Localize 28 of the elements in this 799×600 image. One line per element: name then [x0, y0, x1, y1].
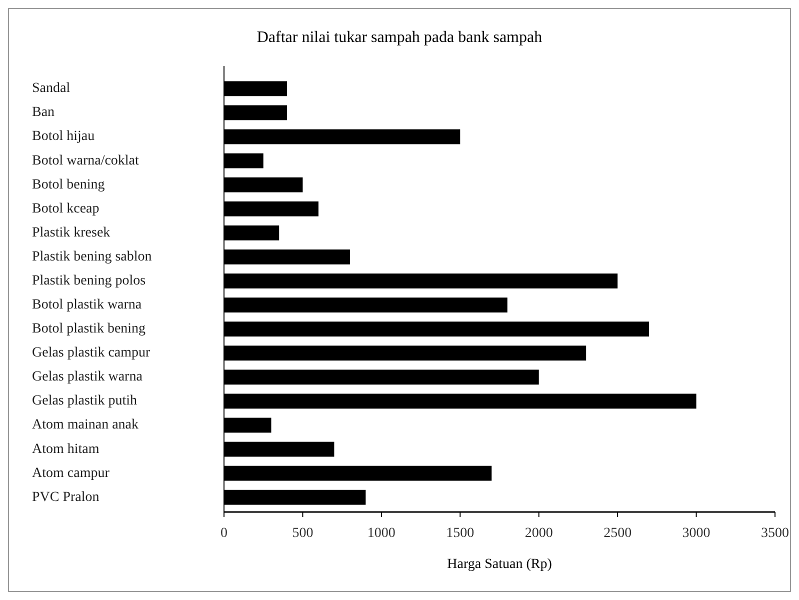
y-tick-label: Atom campur: [32, 466, 110, 481]
x-tick-label: 0: [220, 526, 228, 541]
chart-title: Daftar nilai tukar sampah pada bank sampah: [256, 29, 542, 46]
x-tick-label: 3500: [761, 526, 789, 541]
x-axis-title: Harga Satuan (Rp): [447, 557, 552, 572]
y-tick-label: Atom mainan anak: [32, 418, 139, 433]
y-tick-label: Atom hitam: [32, 442, 100, 457]
y-tick-label: Gelas plastik campur: [32, 346, 151, 361]
y-tick-label: Botol kceap: [32, 201, 100, 216]
y-tick-label: PVC Pralon: [32, 490, 100, 505]
y-tick-label: Botol warna/coklat: [32, 153, 140, 168]
x-tick-label: 1500: [446, 526, 474, 541]
x-tick-label: 500: [292, 526, 314, 541]
x-tick-label: 2500: [604, 526, 632, 541]
x-tick-label: 2000: [524, 526, 553, 541]
y-tick-label: Ban: [32, 105, 55, 120]
y-tick-label: Plastik kresek: [32, 225, 110, 240]
y-tick-label: Sandal: [32, 81, 70, 96]
y-tick-label: Botol hijau: [32, 129, 95, 144]
y-tick-label: Gelas plastik putih: [32, 394, 137, 409]
y-tick-label: Plastik bening polos: [32, 273, 146, 288]
x-tick-label: 3000: [682, 526, 710, 541]
x-tick-label: 1000: [367, 526, 396, 541]
y-tick-label: Plastik bening sablon: [32, 249, 152, 264]
y-tick-label: Botol plastik bening: [32, 322, 146, 337]
y-tick-label: Botol plastik warna: [32, 298, 142, 313]
y-tick-label: Gelas plastik warna: [32, 370, 144, 385]
y-tick-label: Botol bening: [32, 177, 105, 192]
